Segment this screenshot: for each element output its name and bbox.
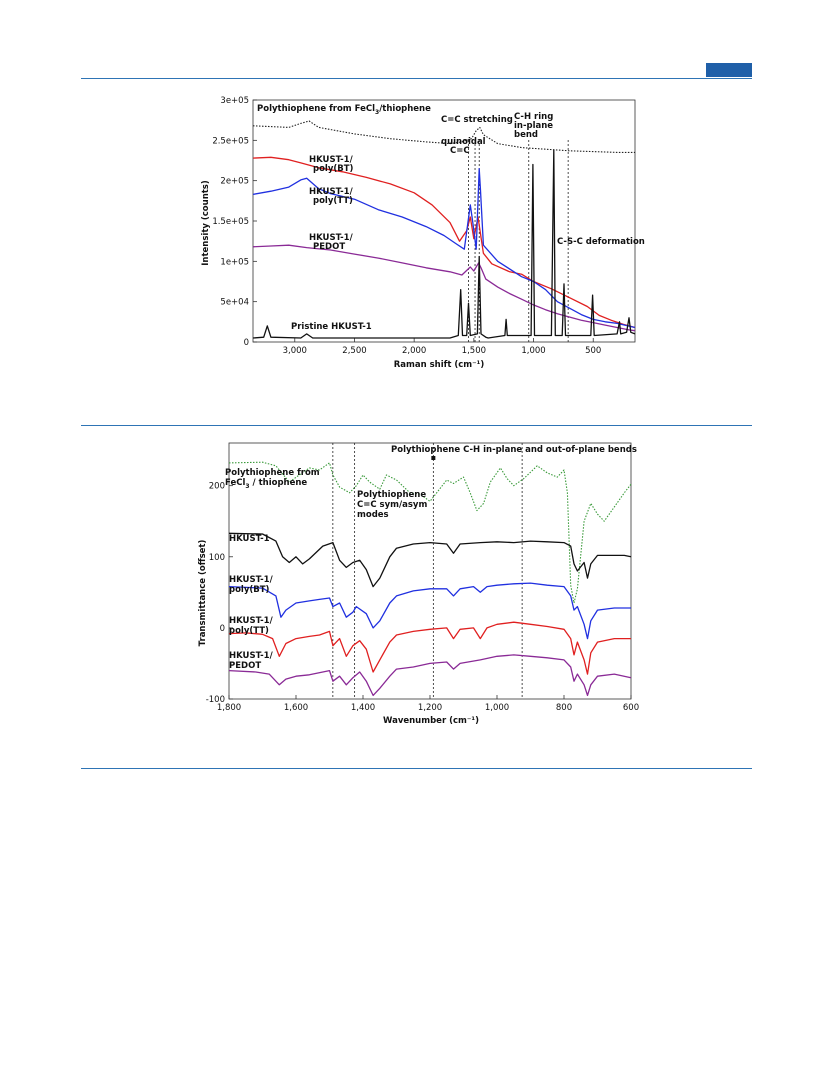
label-tt-2: poly(TT) [313, 196, 353, 206]
label-bt-2: poly(BT) [313, 164, 354, 174]
label-hkust: HKUST-1 [229, 534, 270, 544]
y-tick-label: 100 [209, 553, 225, 563]
label-pristine: Pristine HKUST-1 [291, 322, 372, 332]
y-tick-label: -100 [206, 695, 225, 705]
series-line-2 [252, 167, 636, 329]
label-ch-bend: bend [514, 130, 538, 140]
label-cc-3: modes [357, 510, 389, 520]
series-line-2 [228, 582, 631, 640]
x-tick-label: 600 [623, 703, 639, 713]
label-quinoidal-cc: C=C [450, 146, 470, 156]
series-line-4 [228, 654, 632, 697]
x-tick-label: 2,500 [342, 346, 366, 356]
label-cc-stretching: C=C stretching [441, 115, 513, 125]
x-tick-label: 1,800 [217, 703, 241, 713]
bottom-rule [81, 768, 752, 769]
label-pedot-1: HKUST-1/ [309, 233, 354, 243]
label-tt-1: HKUST-1/ [229, 616, 274, 626]
series-line-3 [228, 621, 631, 675]
ftir-chart: -100 0 100 200 1,800 1,600 1,400 1,200 1,000 800 6… [198, 442, 639, 726]
x-tick-label: 1,200 [418, 703, 442, 713]
label-pedot-2: PEDOT [313, 242, 345, 252]
label-cc-2: C=C sym/asym [357, 500, 427, 510]
x-tick-label: 500 [585, 346, 601, 356]
series-line-4 [252, 149, 636, 339]
y-tick-label: 0 [220, 624, 225, 634]
label-tt-1: HKUST-1/ [309, 187, 354, 197]
x-tick-label: 1,000 [521, 346, 545, 356]
label-pedot-2: PEDOT [229, 661, 261, 671]
label-pt-1: Polythiophene from [225, 468, 320, 478]
y-tick-label: 1.5e+05 [212, 217, 249, 227]
x-tick-label: 800 [556, 703, 572, 713]
raman-xlabel: Raman shift (cm⁻¹) [394, 360, 485, 370]
y-tick-label: 5e+04 [220, 298, 249, 308]
label-bt-2: poly(BT) [229, 585, 270, 595]
series-line-0 [228, 461, 632, 604]
label-pedot-1: HKUST-1/ [229, 651, 274, 661]
y-tick-label: 1e+05 [220, 257, 249, 267]
y-tick-label: 2e+05 [220, 177, 249, 187]
x-tick-label: 1,000 [485, 703, 509, 713]
label-ch-inplane: in-plane [514, 121, 553, 131]
y-tick-label: 0 [244, 338, 249, 348]
x-tick-label: 1,400 [351, 703, 375, 713]
series-line-0 [252, 120, 635, 153]
middle-rule [81, 425, 752, 426]
label-pt-2: FeCl3 / thiophene [225, 478, 307, 490]
y-tick-label: 2.5e+05 [212, 136, 249, 146]
label-ch-ring: C-H ring [514, 112, 553, 122]
marker-square [431, 456, 436, 460]
label-bt-1: HKUST-1/ [309, 155, 354, 165]
x-tick-label: 1,500 [462, 346, 486, 356]
label-quinoidal: quinoidal [441, 137, 486, 147]
x-tick-label: 2,000 [402, 346, 426, 356]
series-line-1 [252, 156, 636, 329]
label-tt-2: poly(TT) [229, 626, 269, 636]
x-tick-label: 3,000 [283, 346, 307, 356]
label-csc: C-S-C deformation [557, 237, 645, 247]
label-ch-bends: Polythiophene C-H in-plane and out-of-pl… [391, 445, 637, 455]
label-bt-1: HKUST-1/ [229, 575, 274, 585]
top-rule [81, 78, 752, 79]
ftir-xlabel: Wavenumber (cm⁻¹) [383, 716, 479, 726]
label-polythiophene: Polythiophene from FeCl3/thiophene [257, 104, 431, 116]
series-line-3 [252, 244, 636, 332]
label-cc-1: Polythiophene [357, 490, 426, 500]
raman-ylabel: Intensity (counts) [201, 180, 211, 266]
ftir-ylabel: Transmittance (offset) [198, 540, 208, 647]
raman-chart: 0 5e+04 1e+05 1.5e+05 2e+05 2.5e+05 3e+05 3,000… [201, 96, 645, 370]
y-tick-label: 3e+05 [220, 96, 249, 106]
x-tick-label: 1,600 [284, 703, 308, 713]
y-tick-label: 200 [209, 482, 225, 492]
series-line-1 [228, 532, 632, 588]
section-tab [706, 63, 752, 77]
